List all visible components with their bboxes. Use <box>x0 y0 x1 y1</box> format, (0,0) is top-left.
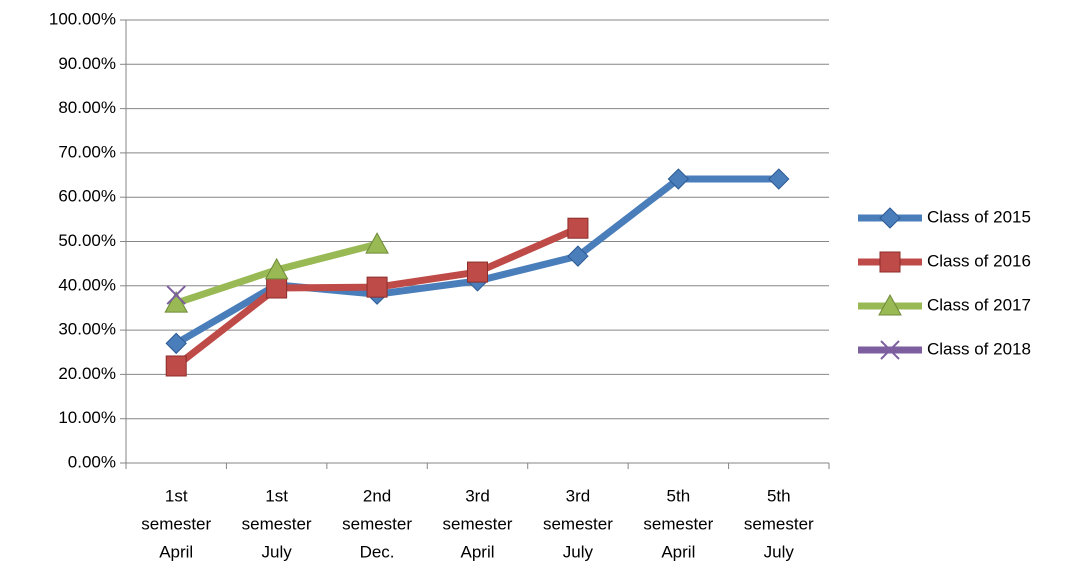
x-tick-label: July <box>563 542 594 561</box>
x-tick-label: July <box>764 542 795 561</box>
x-tick-label: April <box>460 542 494 561</box>
marker <box>264 257 289 280</box>
marker <box>879 251 901 273</box>
y-tick-label: 30.00% <box>58 320 116 339</box>
marker <box>164 291 189 313</box>
x-tick-label: semester <box>744 514 814 533</box>
marker <box>880 340 900 360</box>
y-tick-label: 20.00% <box>58 364 116 383</box>
marker <box>266 277 288 299</box>
y-tick-label: 100.00% <box>49 9 116 28</box>
marker <box>567 245 589 267</box>
marker <box>467 261 488 283</box>
x-tick-label: 1st <box>265 486 288 505</box>
y-tick-label: 0.00% <box>68 452 116 471</box>
marker <box>366 276 388 298</box>
y-tick-label: 50.00% <box>58 231 116 250</box>
marker <box>165 332 187 355</box>
legend-label: Class of 2017 <box>927 295 1031 314</box>
marker <box>166 285 186 305</box>
y-tick-label: 40.00% <box>58 275 116 294</box>
y-tick-label: 60.00% <box>58 187 116 206</box>
marker <box>768 168 790 190</box>
marker <box>165 355 187 377</box>
x-tick-label: semester <box>141 514 211 533</box>
marker <box>667 168 690 190</box>
legend-label: Class of 2018 <box>927 339 1031 358</box>
x-tick-label: Dec. <box>360 542 395 561</box>
marker <box>365 232 389 254</box>
y-tick-label: 90.00% <box>58 54 116 73</box>
x-tick-label: 1st <box>165 486 188 505</box>
x-tick-label: 3rd <box>465 486 490 505</box>
x-tick-label: semester <box>543 514 613 533</box>
x-tick-label: July <box>262 542 293 561</box>
x-tick-label: 3rd <box>566 486 591 505</box>
legend-label: Class of 2015 <box>927 207 1031 226</box>
x-tick-label: 2nd <box>363 486 391 505</box>
x-tick-label: semester <box>443 514 513 533</box>
x-tick-label: 5th <box>667 486 691 505</box>
y-tick-label: 70.00% <box>58 142 116 161</box>
y-tick-label: 80.00% <box>58 98 116 117</box>
legend-label: Class of 2016 <box>927 251 1031 270</box>
x-tick-label: semester <box>242 514 312 533</box>
x-tick-label: semester <box>342 514 412 533</box>
x-tick-label: April <box>661 542 695 561</box>
y-tick-label: 10.00% <box>58 408 116 427</box>
marker <box>567 217 589 239</box>
x-tick-label: semester <box>643 514 713 533</box>
x-tick-label: April <box>159 542 193 561</box>
x-tick-label: 5th <box>767 486 791 505</box>
series-line <box>172 175 783 347</box>
marker <box>878 293 902 316</box>
marker <box>879 207 901 229</box>
